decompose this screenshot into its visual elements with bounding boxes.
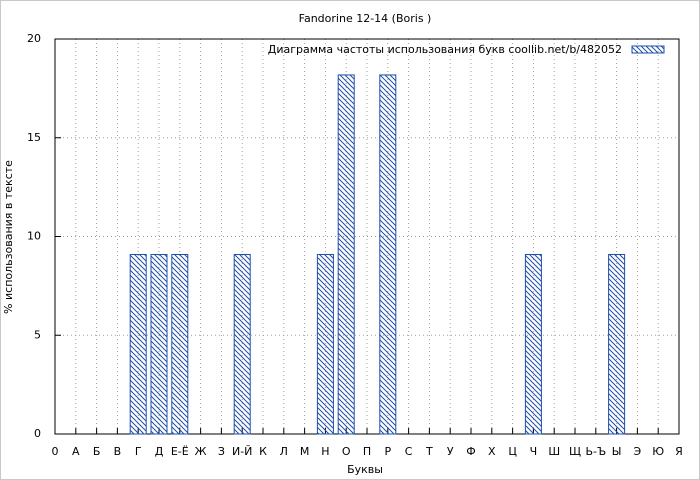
x-tick-label: Ю xyxy=(652,445,664,458)
x-tick-label: 0 xyxy=(52,445,59,458)
y-tick-label: 15 xyxy=(27,131,41,144)
x-tick-label: Ч xyxy=(530,445,538,458)
x-tick-label: Я xyxy=(675,445,683,458)
y-axis-label: % использования в тексте xyxy=(2,160,15,314)
x-tick-label: Э xyxy=(634,445,642,458)
x-tick-label: Ы xyxy=(612,445,622,458)
x-tick-label: Г xyxy=(135,445,142,458)
bar xyxy=(150,253,168,435)
x-tick-label: Д xyxy=(155,445,164,458)
x-tick-label: Т xyxy=(425,445,433,458)
y-tick-label: 0 xyxy=(34,427,41,440)
bar xyxy=(233,253,251,435)
y-tick-label: 10 xyxy=(27,230,41,243)
x-tick-label: С xyxy=(405,445,413,458)
x-tick-label: Р xyxy=(384,445,391,458)
x-tick-label: Б xyxy=(93,445,101,458)
x-tick-label: Ф xyxy=(466,445,475,458)
bar xyxy=(129,253,147,435)
x-tick-label: Н xyxy=(321,445,329,458)
x-tick-label: В xyxy=(114,445,122,458)
x-tick-label: Л xyxy=(280,445,288,458)
bar xyxy=(608,253,626,435)
bar xyxy=(524,253,542,435)
x-tick-label: А xyxy=(72,445,80,458)
x-tick-label: М xyxy=(300,445,310,458)
plot-frame xyxy=(54,38,680,435)
chart-title: Fandorine 12-14 (Boris ) xyxy=(299,12,432,25)
bar xyxy=(379,74,397,435)
x-tick-label: З xyxy=(218,445,225,458)
x-tick-label: Щ xyxy=(569,445,581,458)
x-tick-label: Ш xyxy=(548,445,560,458)
x-tick-label: Ь-Ъ xyxy=(585,445,606,458)
legend-label: Диаграмма частоты использования букв coo… xyxy=(268,43,622,56)
y-tick-label: 20 xyxy=(27,32,41,45)
y-tick-label: 5 xyxy=(34,328,41,341)
x-tick-label: Х xyxy=(488,445,496,458)
x-tick-label: У xyxy=(447,445,454,458)
x-axis-label: Буквы xyxy=(347,463,383,476)
x-tick-label: Е-Ё xyxy=(171,445,189,458)
x-tick-label: Ж xyxy=(195,445,207,458)
bar xyxy=(316,253,334,435)
x-tick-label: И-Й xyxy=(232,445,252,458)
x-tick-label: Ц xyxy=(508,445,517,458)
bar xyxy=(171,253,189,435)
legend-swatch xyxy=(631,45,665,54)
x-tick-label: О xyxy=(342,445,351,458)
x-tick-label: К xyxy=(259,445,267,458)
bar xyxy=(337,74,355,435)
x-tick-label: П xyxy=(363,445,371,458)
